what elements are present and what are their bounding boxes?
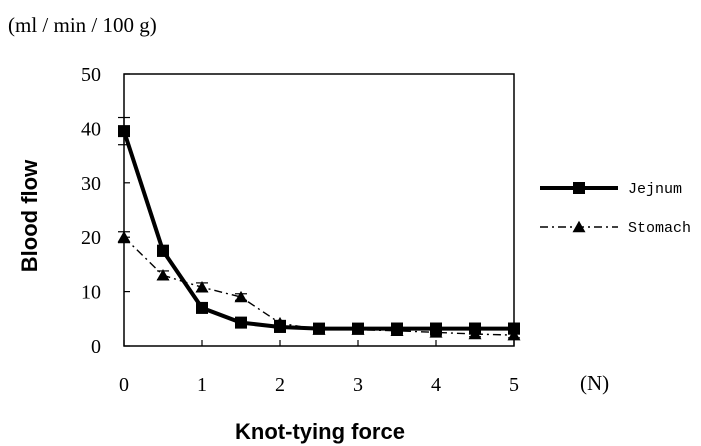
x-tick-label: 1	[197, 374, 207, 396]
y-tick-label: 40	[81, 118, 101, 140]
y-unit-label: (ml / min / 100 g)	[8, 13, 157, 37]
data-point	[351, 323, 365, 335]
x-tick-label: 4	[431, 374, 441, 396]
series-layer	[117, 116, 521, 341]
data-point	[118, 125, 130, 138]
y-tick-label: 50	[81, 64, 101, 86]
y-tick-label: 10	[81, 282, 101, 304]
data-point	[508, 322, 520, 335]
y-tick-label: 20	[81, 227, 101, 249]
data-point	[273, 316, 287, 329]
legend-entry-jejnum: Jejnum	[540, 181, 682, 198]
x-unit-label: (N)	[580, 371, 609, 395]
data-point	[468, 327, 482, 340]
data-point	[195, 281, 209, 293]
data-point	[234, 290, 248, 303]
data-point	[156, 269, 170, 281]
x-tick-label: 5	[509, 374, 519, 396]
data-point	[235, 316, 247, 329]
data-point	[429, 326, 443, 338]
y-axis-label: Blood flow	[17, 159, 42, 272]
y-tick-label: 30	[81, 173, 101, 195]
data-point	[117, 230, 131, 243]
x-tick-label: 2	[275, 374, 285, 396]
legend-label: Stomach	[628, 220, 691, 237]
series-stomach	[117, 230, 521, 341]
legend-label: Jejnum	[628, 181, 682, 198]
series-line	[122, 130, 514, 331]
data-point	[157, 244, 169, 257]
legend-entry-stomach: Stomach	[540, 220, 691, 237]
legend-marker	[572, 220, 586, 233]
series-line	[123, 236, 515, 336]
plot-frame	[123, 73, 515, 347]
axis-ticks: 0 10 20 30 40 50 0 1 2 3 4 5	[81, 64, 519, 396]
x-axis-label: Knot-tying force	[235, 419, 405, 444]
data-point	[196, 301, 208, 314]
legend: Jejnum Stomach	[540, 181, 691, 237]
legend-marker	[573, 182, 585, 194]
data-point	[390, 324, 404, 336]
data-point	[312, 323, 326, 335]
series-jejnum	[118, 116, 520, 335]
y-tick-label: 0	[91, 336, 101, 358]
x-tick-label: 3	[353, 374, 363, 396]
data-point	[507, 328, 521, 341]
x-tick-label: 0	[119, 374, 129, 396]
